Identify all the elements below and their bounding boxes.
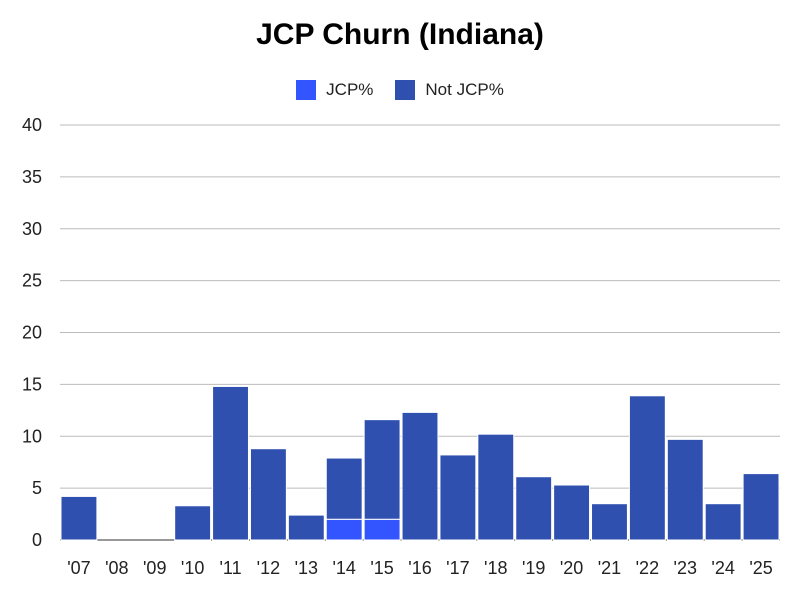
bar-not-jcp [477,433,515,541]
x-tick-label: '08 [105,558,128,578]
chart-title: JCP Churn (Indiana) [256,18,544,51]
legend-label-jcp: JCP% [326,80,374,99]
bar-not-jcp [60,495,98,541]
x-tick-label: '07 [67,558,90,578]
x-tick-label: '22 [636,558,659,578]
bar-not-jcp [401,411,439,541]
x-tick-label: '21 [598,558,621,578]
legend-item-jcp: JCP% [296,80,373,100]
bar-jcp [363,518,401,541]
legend-swatch-not-jcp [395,80,416,100]
x-tick-label: '18 [484,558,507,578]
bar-not-jcp [704,503,742,541]
bar-not-jcp [515,476,553,541]
x-tick-label: '11 [219,558,241,578]
legend-item-not-jcp: Not JCP% [395,80,504,100]
bar-not-jcp [742,473,780,541]
x-tick-label: '09 [143,558,166,578]
y-tick-label: 35 [22,167,42,187]
bar-not-jcp [212,385,249,541]
bar-not-jcp [591,503,628,541]
y-tick-label: 5 [32,478,42,498]
bar-not-jcp [363,419,401,520]
x-tick-label: '10 [181,558,204,578]
x-tick-label: '19 [522,558,545,578]
x-tick-label: '23 [674,558,697,578]
bar-not-jcp [666,438,704,541]
bar-not-jcp [287,514,325,541]
y-tick-label: 0 [32,530,42,550]
bar-not-jcp [174,505,212,541]
legend-label-not-jcp: Not JCP% [425,80,504,99]
x-tick-label: '20 [560,558,583,578]
x-tick-label: '25 [749,558,772,578]
y-tick-label: 30 [22,219,42,239]
x-tick-label: '12 [257,558,280,578]
bar-not-jcp [249,448,287,541]
x-tick-label: '13 [295,558,318,578]
y-tick-label: 10 [22,426,42,446]
y-tick-label: 25 [22,271,42,291]
bar-jcp [325,518,363,541]
x-tick-label: '16 [408,558,431,578]
y-tick-label: 15 [22,374,42,394]
bar-not-jcp [628,395,666,541]
x-tick-label: '14 [332,558,355,578]
legend-swatch-jcp [296,80,317,100]
x-tick-label: '17 [446,558,469,578]
bar-not-jcp [439,454,477,541]
y-tick-label: 40 [22,115,42,135]
bar-not-jcp [325,457,363,520]
y-tick-label: 20 [22,323,42,343]
chart-legend: JCP% Not JCP% [0,80,800,100]
x-tick-label: '15 [370,558,393,578]
x-tick-label: '24 [711,558,734,578]
bar-not-jcp [553,484,591,541]
